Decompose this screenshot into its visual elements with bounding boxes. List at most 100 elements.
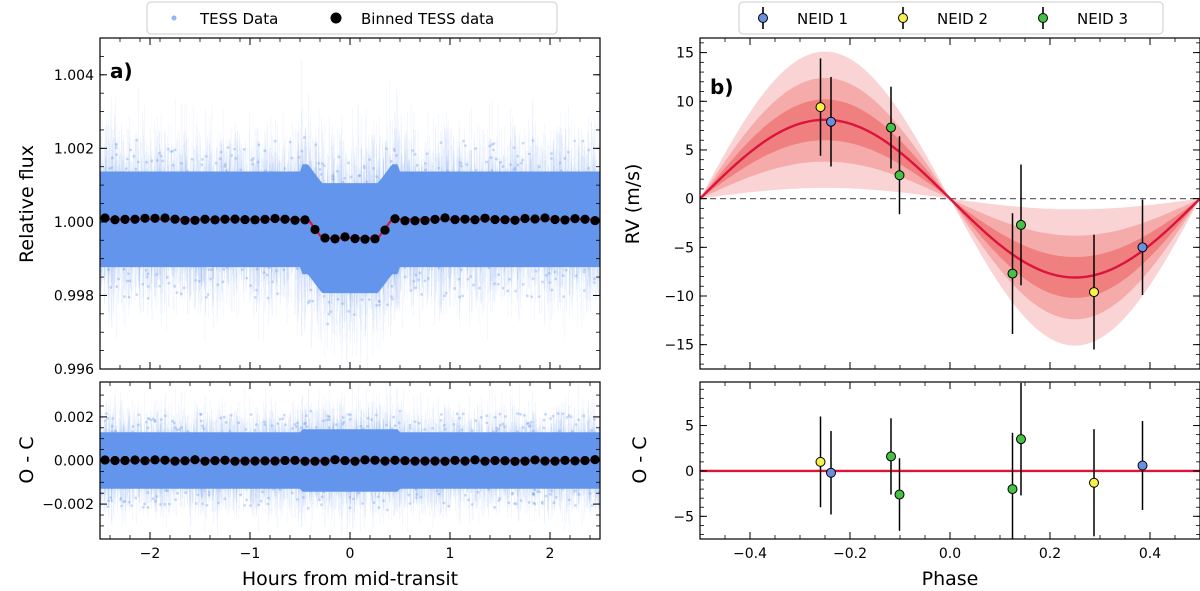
tess-data-point bbox=[209, 277, 213, 281]
tess-data-point bbox=[135, 293, 139, 297]
tess-data-point bbox=[501, 165, 505, 168]
tess-data-point bbox=[115, 153, 118, 157]
binned-point bbox=[340, 232, 350, 242]
binned-point bbox=[170, 214, 180, 224]
tess-data-point bbox=[550, 157, 553, 160]
tess-data-point bbox=[308, 299, 312, 303]
tess-data-point bbox=[426, 277, 430, 280]
tess-data-point bbox=[403, 275, 407, 279]
binned-point bbox=[130, 214, 140, 224]
binned-point bbox=[480, 213, 490, 223]
binned-point bbox=[400, 216, 410, 226]
tess-data-point bbox=[329, 310, 333, 314]
tess-data-point bbox=[391, 297, 394, 301]
tess-data-point bbox=[541, 280, 544, 284]
tess-data-point bbox=[201, 158, 204, 161]
tess-data-point bbox=[496, 282, 500, 286]
binned-point bbox=[500, 215, 510, 225]
tess-data-point bbox=[423, 162, 427, 165]
tess-data-point bbox=[420, 292, 424, 296]
tess-data-point bbox=[446, 169, 450, 173]
tess-data-point bbox=[166, 147, 170, 151]
binned-point bbox=[530, 214, 540, 224]
tess-data-point bbox=[469, 275, 473, 278]
tess-data-point bbox=[439, 141, 443, 144]
tess-data-point bbox=[114, 143, 118, 147]
tess-data-point bbox=[547, 272, 551, 275]
tess-data-point bbox=[487, 266, 491, 270]
tess-data-point bbox=[207, 268, 211, 272]
tess-data-point bbox=[197, 279, 201, 283]
tess-data-point bbox=[558, 161, 562, 165]
tess-data-point bbox=[302, 136, 306, 139]
tess-data-point bbox=[319, 172, 323, 176]
tess-data-point bbox=[365, 180, 369, 184]
tess-data-point bbox=[179, 292, 183, 296]
tess-data-point bbox=[530, 295, 533, 299]
tess-data-point bbox=[460, 164, 463, 168]
binned-point bbox=[510, 215, 520, 225]
tess-data-point bbox=[550, 288, 554, 292]
tess-data-point bbox=[158, 284, 162, 288]
binned-point bbox=[290, 215, 300, 225]
tess-data-point bbox=[409, 289, 413, 292]
tess-data-point bbox=[194, 278, 198, 282]
tess-data-point bbox=[311, 299, 315, 303]
tess-data-point bbox=[375, 175, 379, 179]
tess-data-point bbox=[282, 268, 286, 272]
tess-data-point bbox=[159, 154, 163, 158]
tess-data-point bbox=[210, 268, 214, 271]
tess-data-point bbox=[179, 161, 183, 165]
tess-data-point bbox=[111, 156, 114, 160]
tess-data-point bbox=[457, 277, 461, 281]
binned-point bbox=[440, 213, 450, 223]
tess-data-point bbox=[478, 286, 481, 290]
tess-data-point bbox=[492, 148, 495, 152]
tess-data-point bbox=[322, 294, 326, 298]
tess-data-point bbox=[593, 277, 596, 281]
tess-data-point bbox=[230, 154, 234, 157]
tess-data-point bbox=[424, 168, 427, 172]
tess-data-point bbox=[145, 160, 148, 164]
tess-data-point bbox=[417, 278, 420, 282]
tess-data-point bbox=[393, 149, 397, 153]
tess-data-point bbox=[343, 176, 347, 180]
binned-point bbox=[380, 225, 390, 235]
tess-data-point bbox=[494, 157, 498, 161]
tess-data-point bbox=[146, 272, 150, 276]
tess-data-point bbox=[239, 168, 242, 172]
tess-data-point bbox=[474, 168, 478, 172]
y-tick-label: 1.004 bbox=[54, 68, 94, 84]
tess-data-point bbox=[472, 283, 475, 287]
tess-data-point bbox=[414, 286, 417, 290]
legend-tess-data-label: TESS Data bbox=[199, 10, 278, 28]
binned-point bbox=[310, 224, 320, 235]
tess-data-point bbox=[327, 300, 331, 304]
tess-data-point bbox=[204, 155, 208, 158]
tess-data-point bbox=[182, 286, 186, 290]
tess-data-point bbox=[437, 266, 441, 270]
tess-data-point bbox=[415, 163, 419, 167]
tess-data-point bbox=[273, 139, 277, 143]
tess-data-point bbox=[134, 167, 138, 171]
tess-data-point bbox=[252, 157, 255, 160]
tess-data-point bbox=[336, 298, 340, 301]
tess-data-point bbox=[158, 151, 161, 155]
tess-data-point bbox=[331, 174, 335, 178]
binned-point bbox=[210, 215, 220, 225]
tess-data-point bbox=[295, 267, 299, 270]
tess-data-point bbox=[297, 155, 301, 159]
tess-data-point bbox=[509, 163, 513, 166]
tess-data-point bbox=[200, 163, 204, 167]
tess-data-point bbox=[245, 276, 249, 280]
tess-data-point bbox=[132, 155, 136, 158]
tess-data-point bbox=[389, 160, 393, 163]
tess-data-point bbox=[493, 282, 496, 286]
tess-data-point bbox=[171, 163, 175, 167]
tess-data-point bbox=[506, 289, 510, 293]
tess-data-point bbox=[537, 295, 541, 299]
tess-data-point bbox=[242, 148, 246, 151]
tess-data-point bbox=[490, 168, 494, 172]
